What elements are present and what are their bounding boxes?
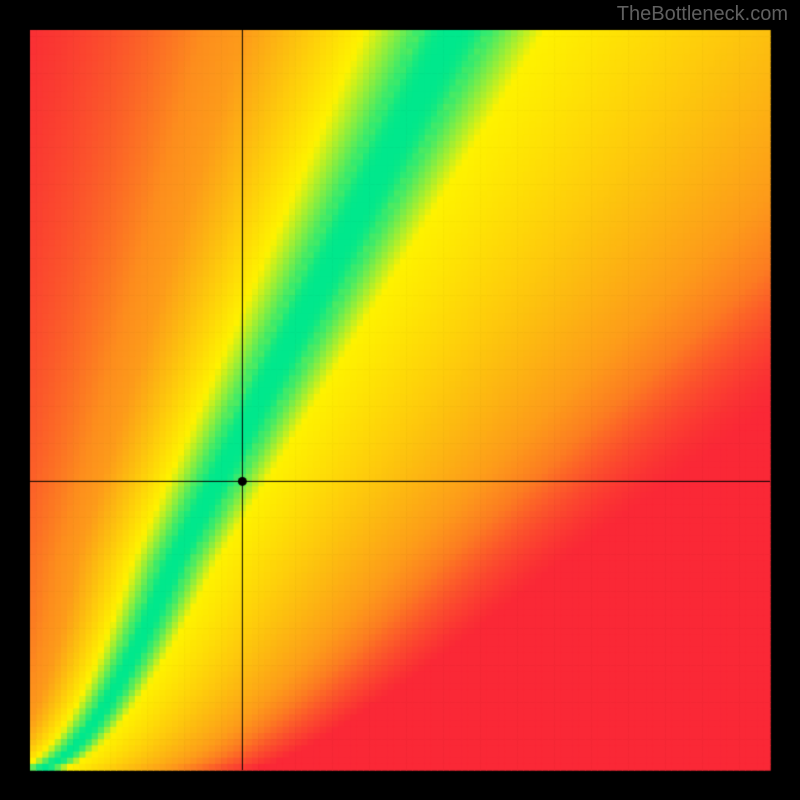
watermark-text: TheBottleneck.com (617, 3, 788, 26)
chart-container: { "watermark": "TheBottleneck.com", "cha… (0, 0, 800, 800)
bottleneck-heatmap (0, 0, 800, 800)
